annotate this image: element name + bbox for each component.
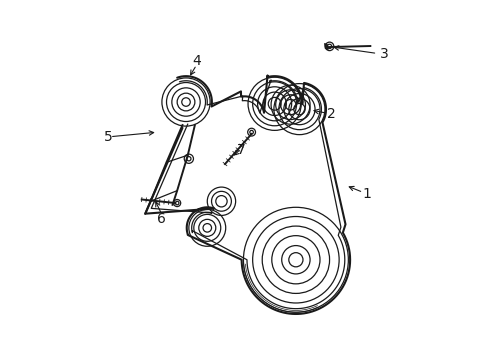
Text: 3: 3 bbox=[379, 47, 388, 61]
Text: 4: 4 bbox=[192, 54, 201, 68]
Text: 1: 1 bbox=[362, 187, 370, 201]
Text: 7: 7 bbox=[236, 143, 245, 157]
Text: 5: 5 bbox=[103, 130, 112, 144]
Text: 6: 6 bbox=[157, 212, 165, 226]
Text: 2: 2 bbox=[326, 107, 335, 121]
